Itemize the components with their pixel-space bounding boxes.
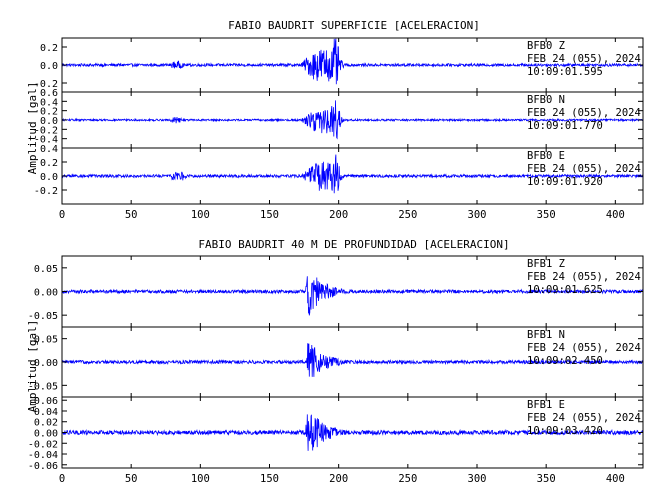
- station-date: FEB 24 (055), 2024: [527, 342, 641, 354]
- x-tick-label: 150: [260, 209, 279, 221]
- trace-BFB0-N: [61, 100, 644, 140]
- bottom-chart-title: FABIO BAUDRIT 40 M DE PROFUNDIDAD [ACELE…: [198, 238, 509, 251]
- x-tick-label: 250: [398, 473, 417, 485]
- x-tick-label: 400: [606, 473, 625, 485]
- y-tick-label: 0.05: [34, 335, 58, 346]
- x-tick-label: 400: [606, 209, 625, 221]
- y-tick-label: 0.04: [34, 407, 58, 418]
- y-tick-label: 0.00: [34, 429, 58, 440]
- x-tick-label: 250: [398, 209, 417, 221]
- y-tick-label: 0.2: [40, 107, 58, 118]
- y-tick-label: 0.0: [40, 61, 58, 72]
- station-label: BFB0 E: [527, 150, 565, 162]
- trace-BFB1-E: [61, 414, 644, 451]
- station-date: FEB 24 (055), 2024: [527, 107, 641, 119]
- station-date: FEB 24 (055), 2024: [527, 412, 641, 424]
- trace-BFB0-E: [61, 154, 644, 194]
- y-tick-label: 0.4: [40, 144, 58, 155]
- trace-BFB1-Z: [61, 276, 644, 316]
- station-label: BFB1 Z: [527, 258, 565, 270]
- x-tick-label: 350: [537, 473, 556, 485]
- y-tick-label: -0.4: [34, 135, 58, 146]
- y-tick-label: 0.6: [40, 88, 58, 99]
- y-tick-label: 0.02: [34, 418, 58, 429]
- station-label: BFB1 N: [527, 329, 565, 341]
- station-time: 10:09:01.770: [527, 120, 603, 132]
- station-time: 10:09:02.450: [527, 355, 603, 367]
- station-label: BFB0 Z: [527, 40, 565, 52]
- trace-BFB1-N: [61, 343, 644, 377]
- y-tick-label: 0.2: [40, 43, 58, 54]
- x-tick-label: 350: [537, 209, 556, 221]
- top-chart-ylabel: Amplitud [gal]: [26, 82, 39, 175]
- top-chart-title: FABIO BAUDRIT SUPERFICIE [ACELERACION]: [228, 19, 480, 32]
- x-tick-label: 50: [125, 473, 138, 485]
- station-label: BFB1 E: [527, 399, 565, 411]
- y-tick-label: -0.02: [28, 439, 58, 450]
- station-time: 10:09:03.420: [527, 425, 603, 437]
- y-tick-label: 0.06: [34, 396, 58, 407]
- y-tick-label: -0.04: [28, 450, 58, 461]
- trace-BFB0-Z: [61, 38, 644, 85]
- x-tick-label: 300: [468, 473, 487, 485]
- x-tick-label: 50: [125, 209, 138, 221]
- station-time: 10:09:01.625: [527, 284, 603, 296]
- y-tick-label: -0.2: [34, 125, 58, 136]
- x-tick-label: 100: [191, 209, 210, 221]
- station-time: 10:09:01.595: [527, 66, 603, 78]
- station-date: FEB 24 (055), 2024: [527, 271, 641, 283]
- station-label: BFB0 N: [527, 94, 565, 106]
- x-tick-label: 0: [59, 209, 65, 221]
- y-tick-label: 0.0: [40, 116, 58, 127]
- station-time: 10:09:01.920: [527, 176, 603, 188]
- y-tick-label: -0.06: [28, 461, 58, 472]
- x-tick-label: 200: [329, 209, 348, 221]
- x-tick-label: 200: [329, 473, 348, 485]
- y-tick-label: -0.05: [28, 311, 58, 322]
- x-tick-label: 150: [260, 473, 279, 485]
- y-tick-label: -0.05: [28, 381, 58, 392]
- x-tick-label: 300: [468, 209, 487, 221]
- y-tick-label: 0.00: [34, 358, 58, 369]
- y-tick-label: 0.05: [34, 264, 58, 275]
- y-tick-label: -0.2: [34, 186, 58, 197]
- y-tick-label: 0.4: [40, 97, 58, 108]
- y-tick-label: -0.2: [34, 79, 58, 90]
- y-tick-label: 0.0: [40, 172, 58, 183]
- y-tick-label: 0.00: [34, 288, 58, 299]
- station-date: FEB 24 (055), 2024: [527, 53, 641, 65]
- x-tick-label: 0: [59, 473, 65, 485]
- bottom-chart-ylabel: Amplitud [gal]: [26, 320, 39, 413]
- y-tick-label: 0.2: [40, 158, 58, 169]
- x-tick-label: 100: [191, 473, 210, 485]
- station-date: FEB 24 (055), 2024: [527, 163, 641, 175]
